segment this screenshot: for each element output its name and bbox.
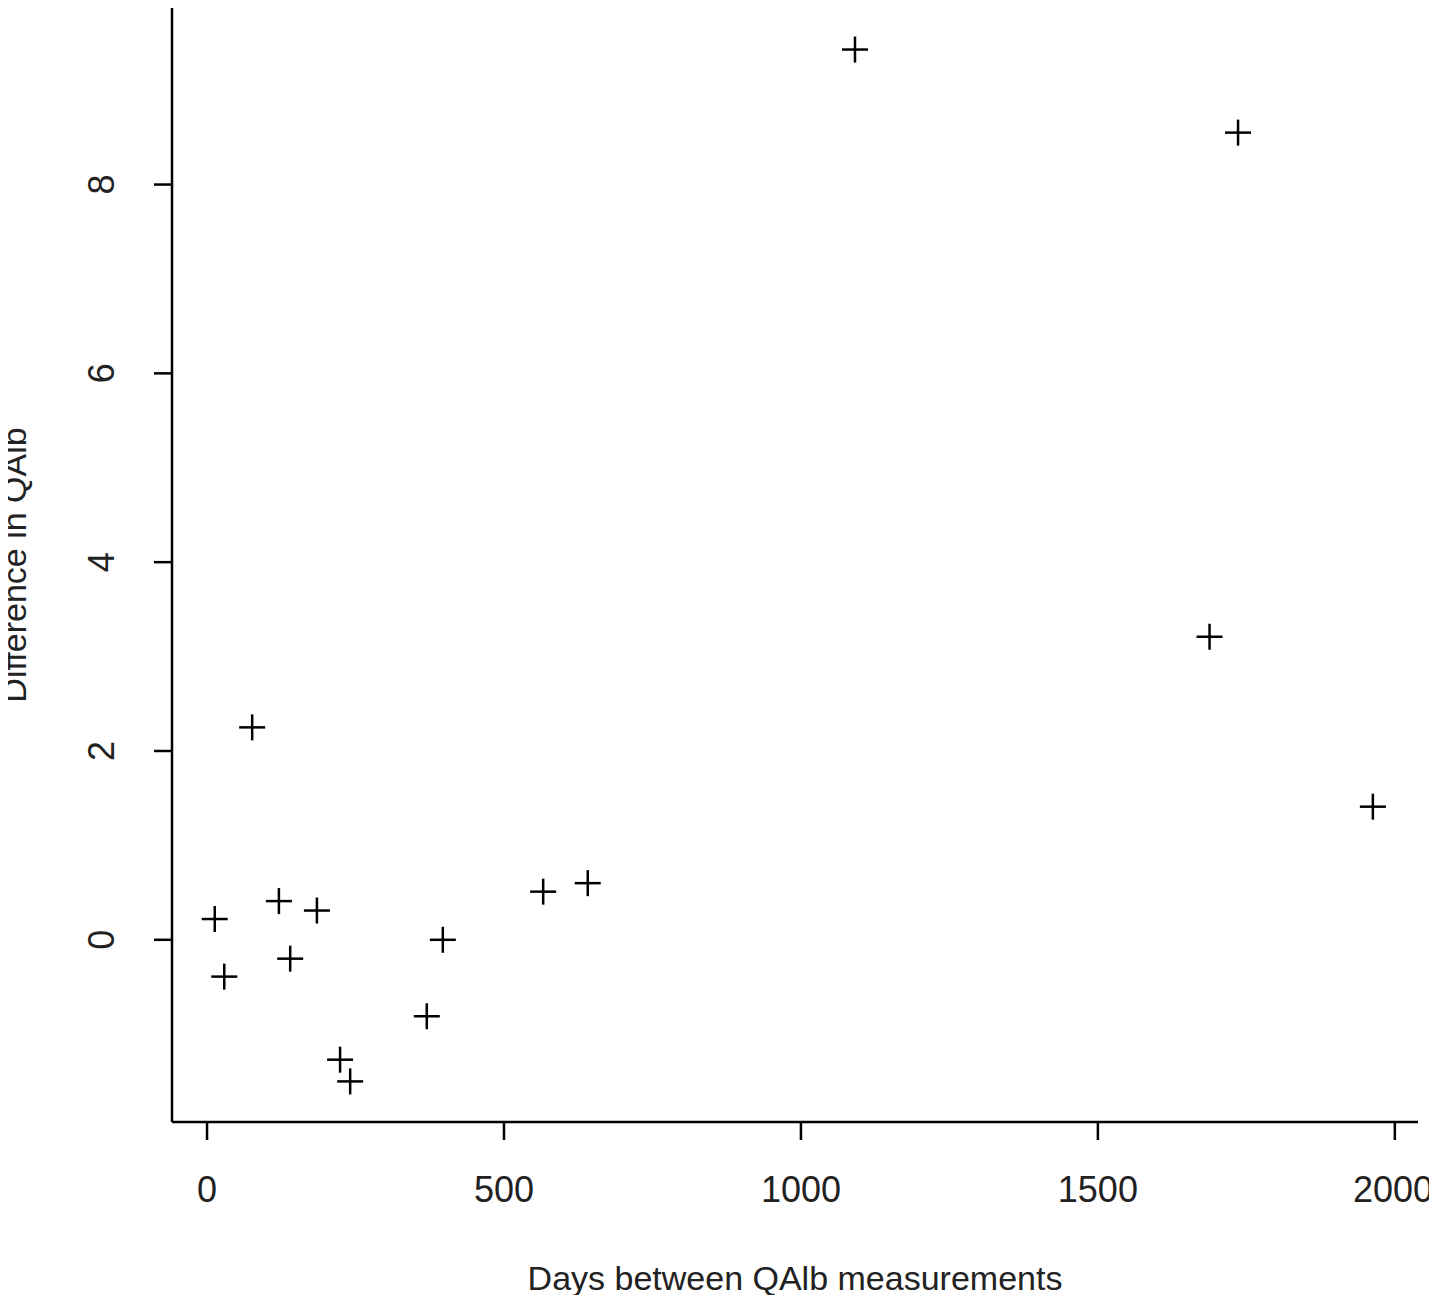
svg-text:500: 500 [474, 1169, 534, 1210]
svg-text:Difference in QAlb: Difference in QAlb [8, 427, 33, 702]
svg-text:2: 2 [81, 741, 122, 761]
svg-text:0: 0 [197, 1169, 217, 1210]
svg-text:Days between QAlb measurements: Days between QAlb measurements [528, 1259, 1063, 1295]
svg-text:6: 6 [81, 363, 122, 383]
svg-text:8: 8 [81, 175, 122, 195]
svg-text:0: 0 [81, 930, 122, 950]
svg-text:1000: 1000 [761, 1169, 841, 1210]
svg-text:2000: 2000 [1353, 1169, 1429, 1210]
svg-text:1500: 1500 [1058, 1169, 1138, 1210]
svg-text:4: 4 [81, 552, 122, 572]
